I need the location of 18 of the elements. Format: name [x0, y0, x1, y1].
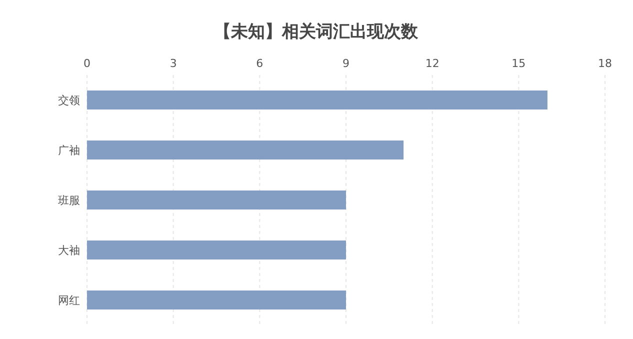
bar — [87, 140, 404, 160]
x-tick-label: 0 — [84, 57, 90, 70]
y-tick-label: 网红 — [58, 294, 80, 307]
bar — [87, 290, 346, 310]
x-tick-label: 15 — [512, 57, 526, 70]
x-tick-label: 9 — [342, 57, 350, 70]
y-tick-label: 交领 — [58, 94, 80, 107]
x-tick-label: 12 — [425, 57, 440, 70]
y-tick-label: 班服 — [58, 194, 80, 207]
x-tick-label: 3 — [170, 57, 177, 70]
x-tick-label: 18 — [598, 57, 612, 70]
y-tick-label: 广袖 — [58, 144, 80, 157]
bar — [87, 240, 346, 260]
bar — [87, 190, 346, 210]
bar — [87, 90, 548, 110]
x-tick-label: 6 — [256, 57, 264, 70]
y-tick-label: 大袖 — [58, 244, 80, 257]
chart-title: 【未知】相关词汇出现次数 — [214, 22, 419, 42]
